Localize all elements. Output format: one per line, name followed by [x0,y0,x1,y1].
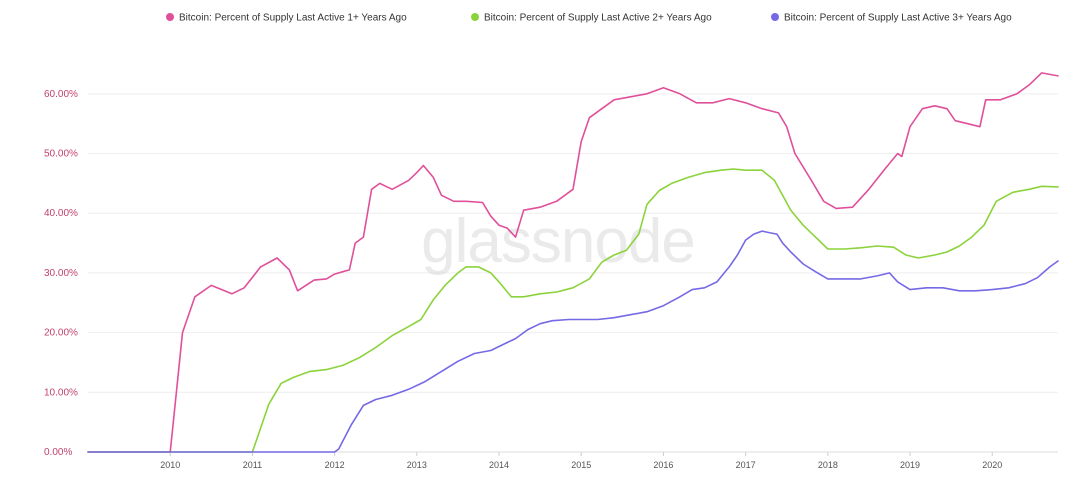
x-tick-label: 2012 [325,460,345,470]
legend-marker [166,13,174,21]
x-tick-label: 2018 [818,460,838,470]
x-tick-label: 2014 [489,460,509,470]
y-tick-label: 40.00% [44,208,78,219]
legend-marker [471,13,479,21]
x-axis: 2010 2011 2012 2013 2014 2015 2016 2017 2018 2019… [160,452,1002,470]
y-axis: 0.00% 10.00% 20.00% 30.00% 40.00% 50.00% 60.00… [44,89,78,458]
y-tick-label: 0.00% [44,447,72,458]
legend-item-1[interactable]: Bitcoin: Percent of Supply Last Active 1… [166,13,407,24]
y-tick-label: 20.00% [44,328,78,339]
x-tick-label: 2016 [653,460,673,470]
legend-item-2[interactable]: Bitcoin: Percent of Supply Last Active 2… [471,13,712,24]
legend-marker [771,13,779,21]
x-tick-label: 2011 [243,460,262,470]
legend-label: Bitcoin: Percent of Supply Last Active 1… [179,13,407,24]
legend-label: Bitcoin: Percent of Supply Last Active 2… [484,13,712,24]
legend-label: Bitcoin: Percent of Supply Last Active 3… [784,13,1012,24]
y-tick-label: 60.00% [44,89,78,100]
series-line-3 [87,230,1059,453]
x-tick-label: 2013 [407,460,427,470]
legend-item-3[interactable]: Bitcoin: Percent of Supply Last Active 3… [771,13,1012,24]
x-tick-label: 2010 [160,460,180,470]
watermark-logo: glassnode [421,207,695,276]
x-tick-label: 2015 [571,460,591,470]
y-tick-label: 10.00% [44,387,78,398]
x-tick-label: 2020 [982,460,1002,470]
legend[interactable]: Bitcoin: Percent of Supply Last Active 1… [166,13,1012,24]
series-lines [87,72,1059,453]
series-line-2 [87,168,1059,453]
y-tick-label: 50.00% [44,149,78,160]
grid [88,93,1058,393]
series-line-1 [87,72,1059,453]
y-tick-label: 30.00% [44,268,78,279]
x-tick-label: 2019 [900,460,920,470]
x-tick-label: 2017 [736,460,756,470]
